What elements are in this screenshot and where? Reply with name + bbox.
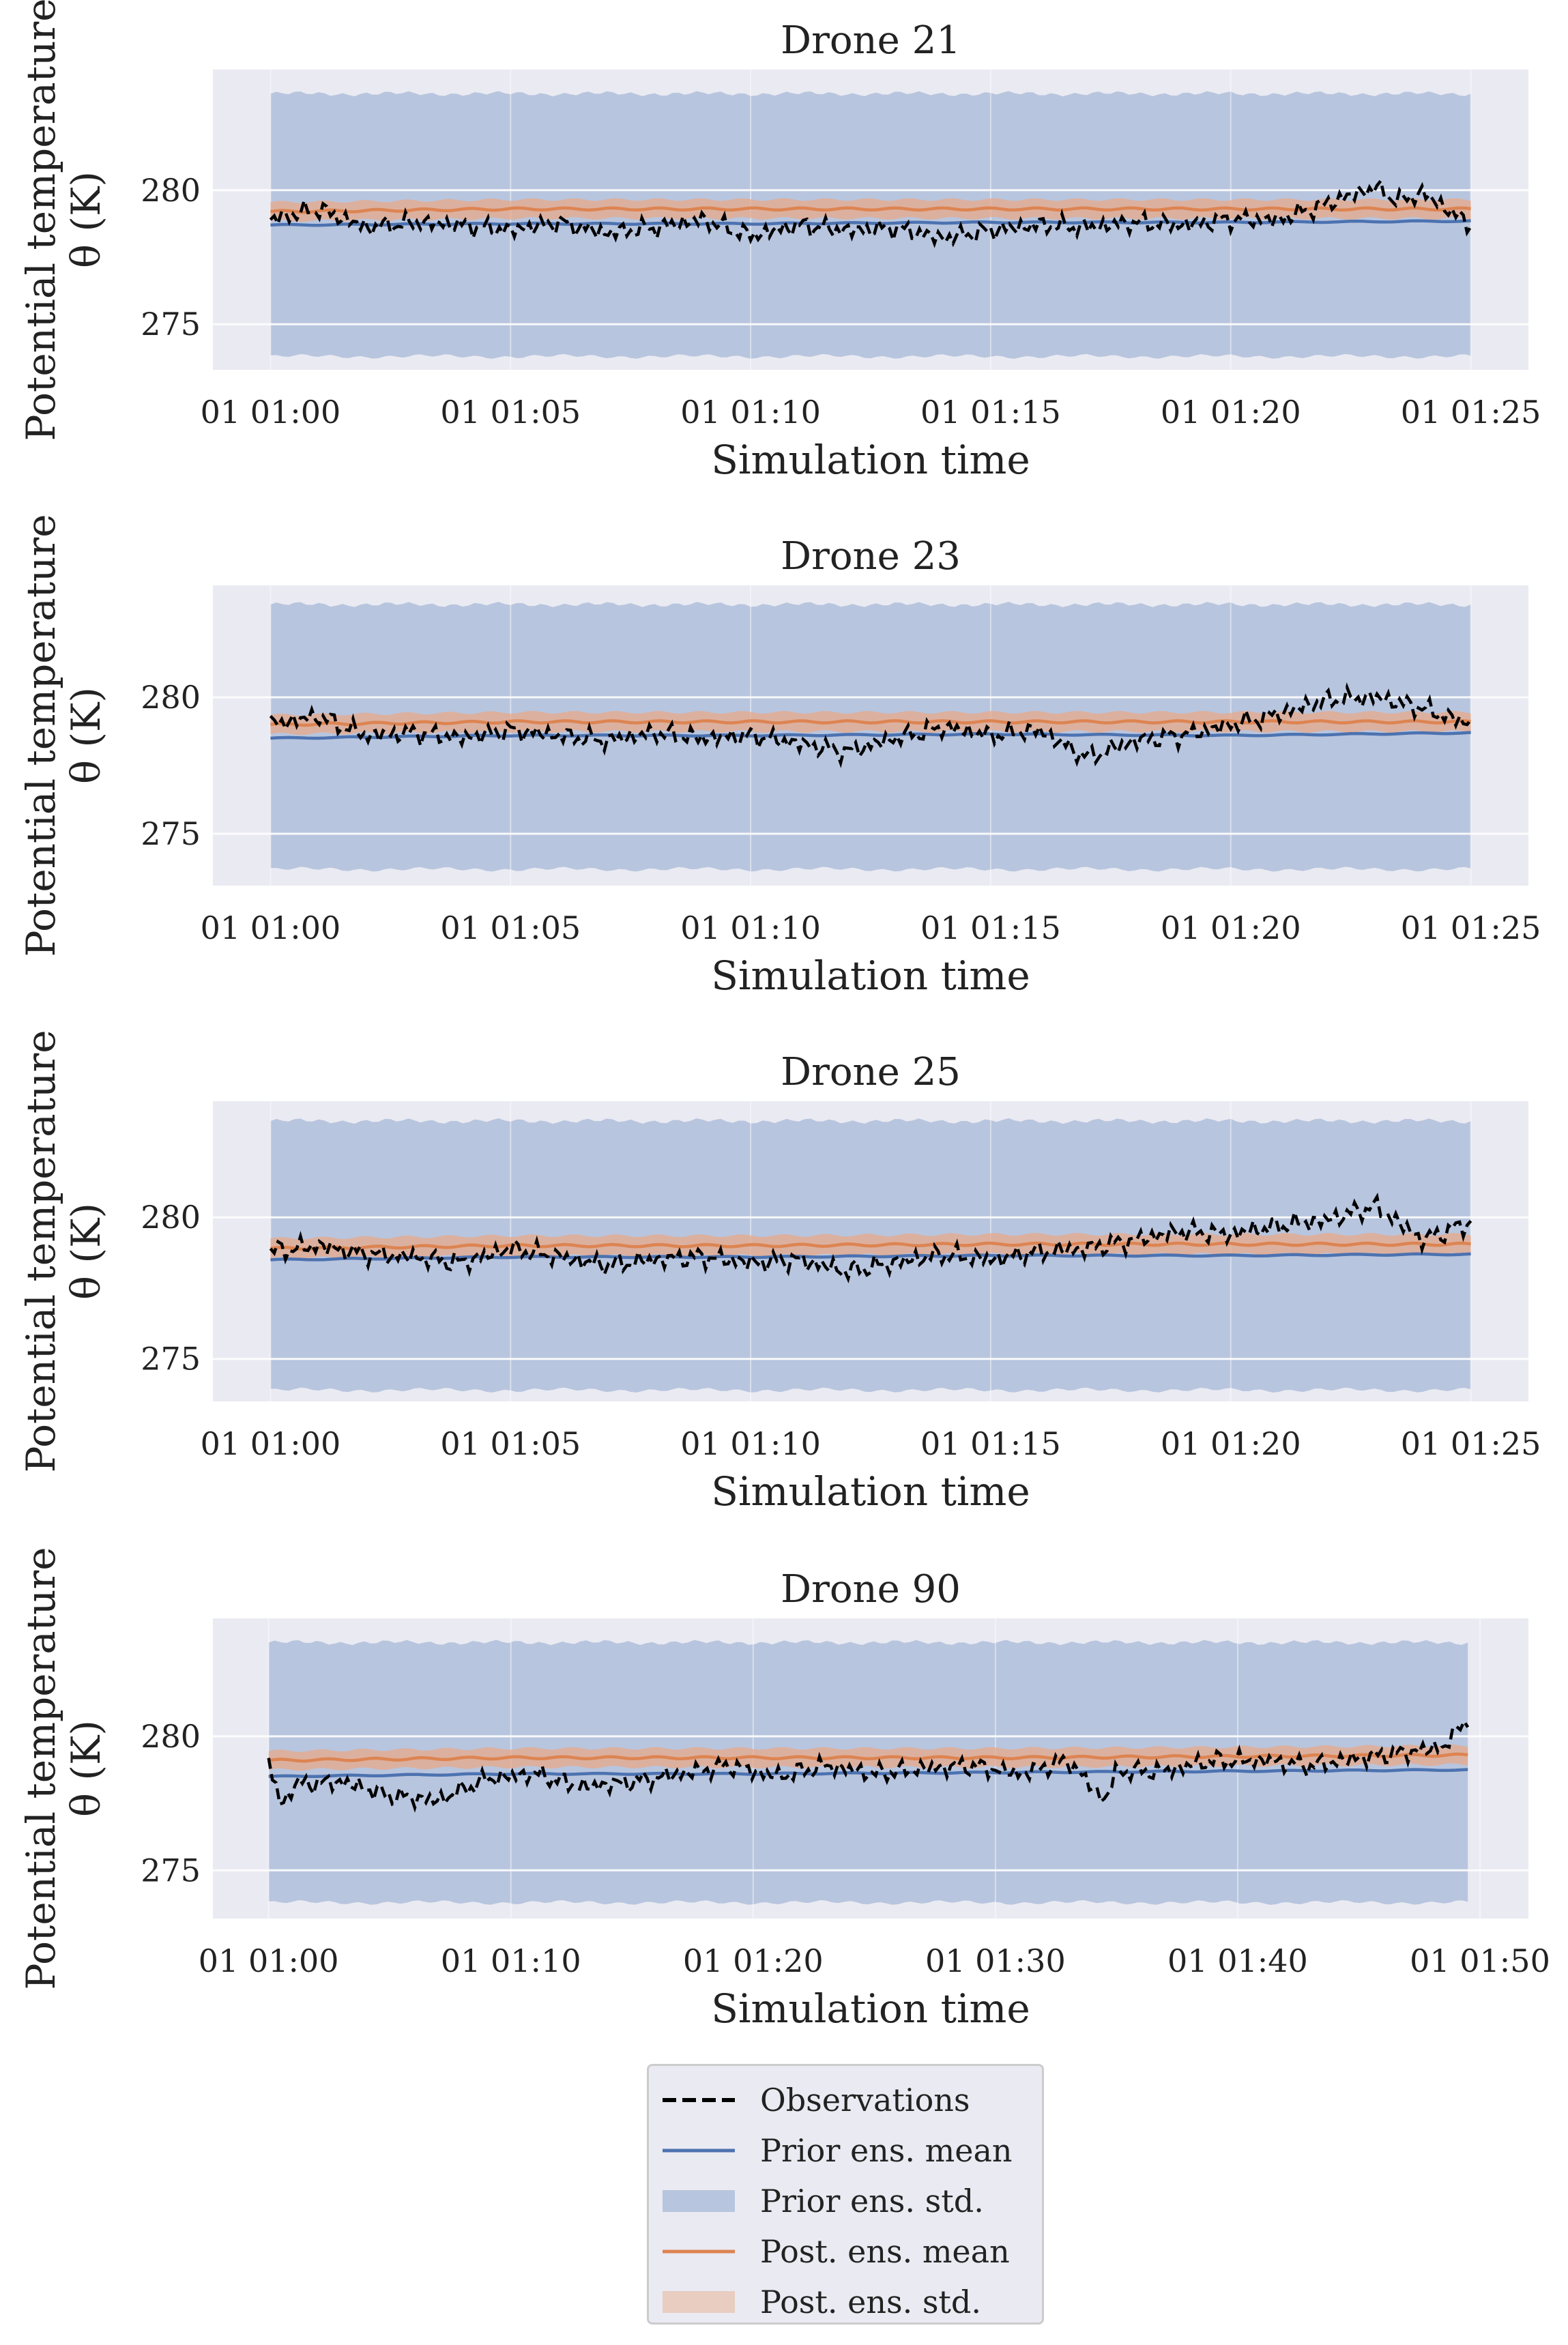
y-tick-label-1: 280 (141, 1718, 201, 1755)
legend-swatch-post-mean (663, 2249, 735, 2254)
panel-1: Drone 21 275 280 01 01:00 01 01:05 01 01:10 01… (18, 0, 1541, 483)
panel-title: Drone 25 (781, 1050, 961, 1094)
panel-3: Drone 25 275 280 01 01:00 01 01:05 01 01:10 01… (18, 1030, 1541, 1515)
x-tick-label-4: 01 01:40 (1167, 1942, 1308, 1979)
x-tick-label-2: 01 01:20 (683, 1942, 824, 1979)
x-tick-label-1: 01 01:10 (441, 1942, 581, 1979)
legend-label-post-std: Post. ens. std. (760, 2284, 981, 2320)
prior-mean-line (268, 1768, 1468, 1779)
x-tick-label-3: 01 01:15 (920, 394, 1061, 431)
legend-item-observations: Observations (661, 2080, 1036, 2121)
x-tick-label-0: 01 01:00 (201, 394, 341, 431)
legend-item-post-mean: Post. ens. mean (661, 2231, 1036, 2272)
x-tick-label-3: 01 01:15 (920, 1425, 1061, 1462)
y-tick-label-1: 280 (141, 1199, 201, 1236)
legend-item-prior-mean: Prior ens. mean (661, 2130, 1036, 2171)
x-tick-label-4: 01 01:20 (1161, 1425, 1301, 1462)
y-axis-label-line-1: Potential temperature (18, 514, 64, 957)
x-axis-label: Simulation time (711, 1985, 1030, 2032)
x-tick-label-2: 01 01:10 (680, 909, 821, 946)
post-mean-line (270, 719, 1471, 727)
y-tick-label-0: 275 (141, 815, 201, 852)
y-axis-label-line-1: Potential temperature (18, 1030, 64, 1472)
panel-2: Drone 23 275 280 01 01:00 01 01:05 01 01:10 01… (18, 514, 1541, 999)
x-tick-label-0: 01 01:00 (201, 909, 341, 946)
observations-line (267, 1717, 1470, 1813)
y-axis-label-line-2: θ (K) (63, 1203, 109, 1300)
post-mean-line (270, 206, 1471, 214)
x-axis-label: Simulation time (711, 952, 1030, 999)
legend: Observations Prior ens. mean Prior ens. … (647, 2064, 1044, 2325)
observations-line (269, 177, 1472, 248)
x-tick-label-0: 01 01:00 (201, 1425, 341, 1462)
y-tick-label-1: 280 (141, 172, 201, 209)
x-tick-label-3: 01 01:30 (925, 1942, 1066, 1979)
x-tick-label-4: 01 01:20 (1161, 394, 1301, 431)
legend-swatch-observations (663, 2098, 735, 2102)
legend-item-prior-std: Prior ens. std. (661, 2181, 1036, 2222)
x-tick-label-4: 01 01:20 (1161, 909, 1301, 946)
prior-mean-line (270, 1252, 1471, 1262)
post-mean-line (270, 1241, 1471, 1251)
x-axis-label: Simulation time (711, 1468, 1030, 1515)
x-tick-label-5: 01 01:50 (1410, 1942, 1550, 1979)
x-tick-label-5: 01 01:25 (1401, 909, 1541, 946)
y-tick-label-0: 275 (141, 1341, 201, 1378)
panel-title: Drone 21 (781, 18, 961, 63)
x-tick-label-1: 01 01:05 (440, 909, 581, 946)
observations-line (269, 1193, 1472, 1284)
legend-swatch-prior-mean (663, 2149, 735, 2153)
x-tick-label-0: 01 01:00 (199, 1942, 339, 1979)
prior-mean-line (270, 731, 1471, 740)
x-tick-label-1: 01 01:05 (440, 394, 581, 431)
observations-line (269, 682, 1472, 768)
x-tick-label-3: 01 01:15 (920, 909, 1061, 946)
panel-4: Drone 90 275 280 01 01:00 01 01:10 01 01:20 01… (18, 1547, 1550, 2032)
x-tick-label-2: 01 01:10 (680, 394, 821, 431)
panel-title: Drone 23 (781, 534, 961, 579)
y-axis-label-line-2: θ (K) (63, 687, 109, 784)
x-axis-label: Simulation time (711, 437, 1030, 483)
y-axis-label-line-1: Potential temperature (18, 0, 64, 441)
y-axis-label-line-2: θ (K) (63, 171, 109, 268)
x-tick-label-1: 01 01:05 (440, 1425, 581, 1462)
x-tick-label-5: 01 01:25 (1401, 1425, 1541, 1462)
panel-title: Drone 90 (781, 1567, 961, 1612)
y-axis-label-line-2: θ (K) (63, 1720, 109, 1817)
legend-swatch-post-std (663, 2291, 735, 2313)
prior-std-band (270, 91, 1471, 359)
legend-label-prior-std: Prior ens. std. (760, 2183, 984, 2219)
y-tick-label-1: 280 (141, 679, 201, 716)
x-tick-label-5: 01 01:25 (1401, 394, 1541, 431)
legend-label-post-mean: Post. ens. mean (760, 2233, 1010, 2270)
legend-item-post-std: Post. ens. std. (661, 2282, 1036, 2322)
legend-swatch-prior-std (663, 2190, 735, 2212)
y-tick-label-0: 275 (141, 306, 201, 343)
y-tick-label-0: 275 (141, 1852, 201, 1889)
legend-label-observations: Observations (760, 2082, 970, 2118)
prior-std-band (270, 602, 1471, 872)
legend-label-prior-mean: Prior ens. mean (760, 2132, 1013, 2169)
y-axis-label-line-1: Potential temperature (18, 1547, 64, 1990)
x-tick-label-2: 01 01:10 (680, 1425, 821, 1462)
